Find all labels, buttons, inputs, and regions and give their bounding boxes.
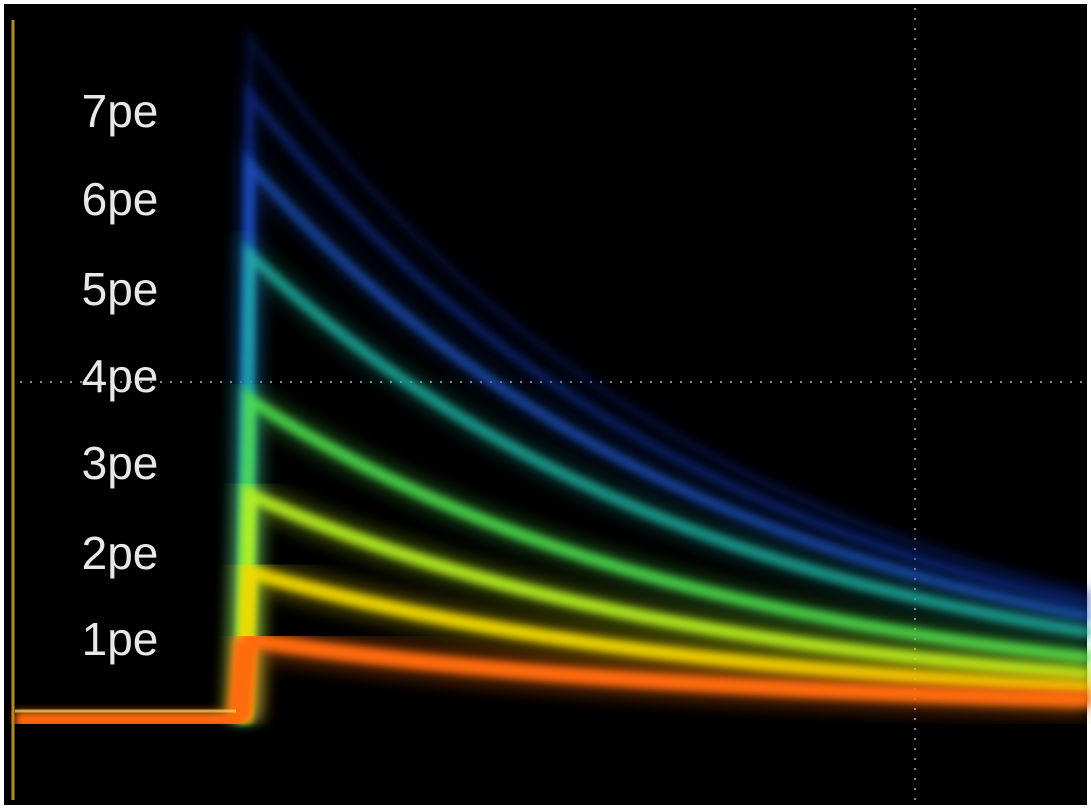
trace bbox=[237, 242, 1091, 721]
trace bbox=[239, 27, 1091, 721]
pe-label: 1pe bbox=[82, 613, 159, 665]
trace bbox=[238, 151, 1091, 721]
pe-label: 4pe bbox=[82, 350, 159, 402]
trace bbox=[236, 485, 1091, 721]
pe-labels: 7pe 6pe 5pe 4pe 3pe 2pe 1pe bbox=[82, 85, 159, 665]
pe-label: 6pe bbox=[82, 173, 159, 225]
trace bbox=[235, 630, 1091, 721]
trace bbox=[238, 82, 1091, 721]
pe-label: 5pe bbox=[82, 263, 159, 315]
baseline-trace bbox=[15, 639, 252, 729]
pe-label: 2pe bbox=[82, 527, 159, 579]
pe-label: 3pe bbox=[82, 437, 159, 489]
traces bbox=[15, 13, 1091, 729]
pe-label: 7pe bbox=[82, 85, 159, 137]
trace bbox=[237, 389, 1091, 721]
